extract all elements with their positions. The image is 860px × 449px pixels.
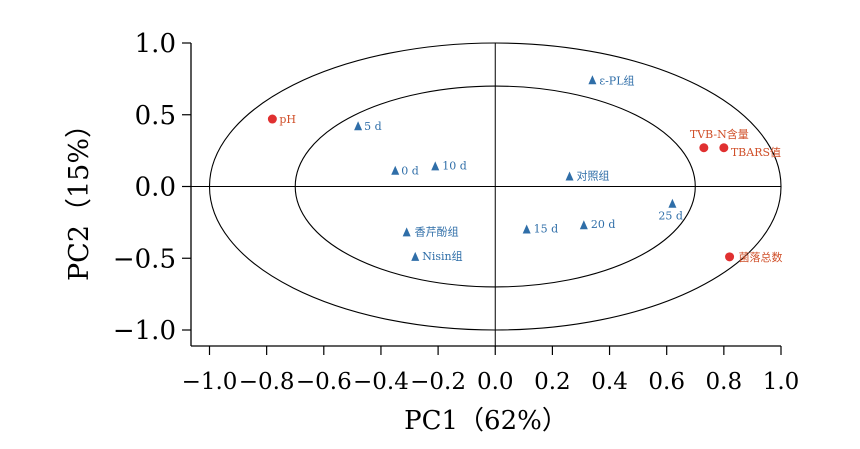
y-tick-label: 0.0 <box>135 173 176 203</box>
x-tick-label: −0.8 <box>239 369 295 395</box>
variable-point <box>267 114 277 124</box>
y-tick-label: 1.0 <box>135 29 176 59</box>
sample-point <box>402 227 411 237</box>
x-tick-label: 0.0 <box>477 369 514 395</box>
variable-label: TBARS值 <box>731 146 781 159</box>
sample-point <box>522 224 531 234</box>
y-tick-label: 0.5 <box>135 101 176 131</box>
axis-ticks: −1.0 −0.8 −0.6 −0.4 −0.2 0.0 0.2 0.4 0.6 0.8 1.01.… <box>113 29 799 395</box>
variable-point <box>719 143 729 153</box>
sample-label: 25 d <box>658 210 683 223</box>
sample-point <box>588 75 597 85</box>
sample-point <box>579 220 588 230</box>
plot-frame <box>190 43 781 347</box>
variable-label: TVB-N含量 <box>690 127 749 141</box>
y-tick-label: −1.0 <box>113 316 176 346</box>
x-tick-label: −0.4 <box>353 369 409 395</box>
variable-point <box>725 252 735 262</box>
sample-point <box>411 251 420 261</box>
x-tick-label: −1.0 <box>182 369 238 395</box>
x-tick-label: 1.0 <box>763 369 800 395</box>
sample-point <box>431 161 440 171</box>
sample-point <box>565 171 574 181</box>
y-tick-label: −0.5 <box>113 244 176 274</box>
sample-label: ε-PL组 <box>599 73 634 87</box>
x-tick-label: 0.2 <box>534 369 571 395</box>
variable-label: 菌落总数 <box>739 250 783 264</box>
sample-point <box>391 165 400 175</box>
x-tick-label: 0.6 <box>648 369 685 395</box>
variable-label: pH <box>279 113 296 126</box>
sample-label: 10 d <box>442 159 467 172</box>
sample-point <box>354 121 363 131</box>
x-tick-label: 0.8 <box>706 369 743 395</box>
sample-label: 香芹酚组 <box>415 224 459 238</box>
sample-label: 0 d <box>401 165 419 178</box>
x-tick-label: −0.6 <box>296 369 352 395</box>
variable-point <box>699 143 709 153</box>
x-tick-label: 0.4 <box>591 369 628 395</box>
data-points: ε-PL组 5 d 0 d 10 d 对照组 25 d 香芹酚组 15 d 20 d Nisin组… <box>267 73 783 264</box>
sample-label: Nisin组 <box>422 249 462 263</box>
x-axis-title: PC1（62%） <box>404 406 568 436</box>
sample-label: 20 d <box>591 218 616 231</box>
sample-point <box>668 198 677 208</box>
sample-label: 5 d <box>364 120 382 133</box>
sample-label: 15 d <box>534 223 559 236</box>
zero-lines <box>191 43 781 346</box>
sample-label: 对照组 <box>577 168 610 182</box>
x-tick-label: −0.2 <box>410 369 466 395</box>
y-axis-title: PC2（15%） <box>64 111 95 281</box>
